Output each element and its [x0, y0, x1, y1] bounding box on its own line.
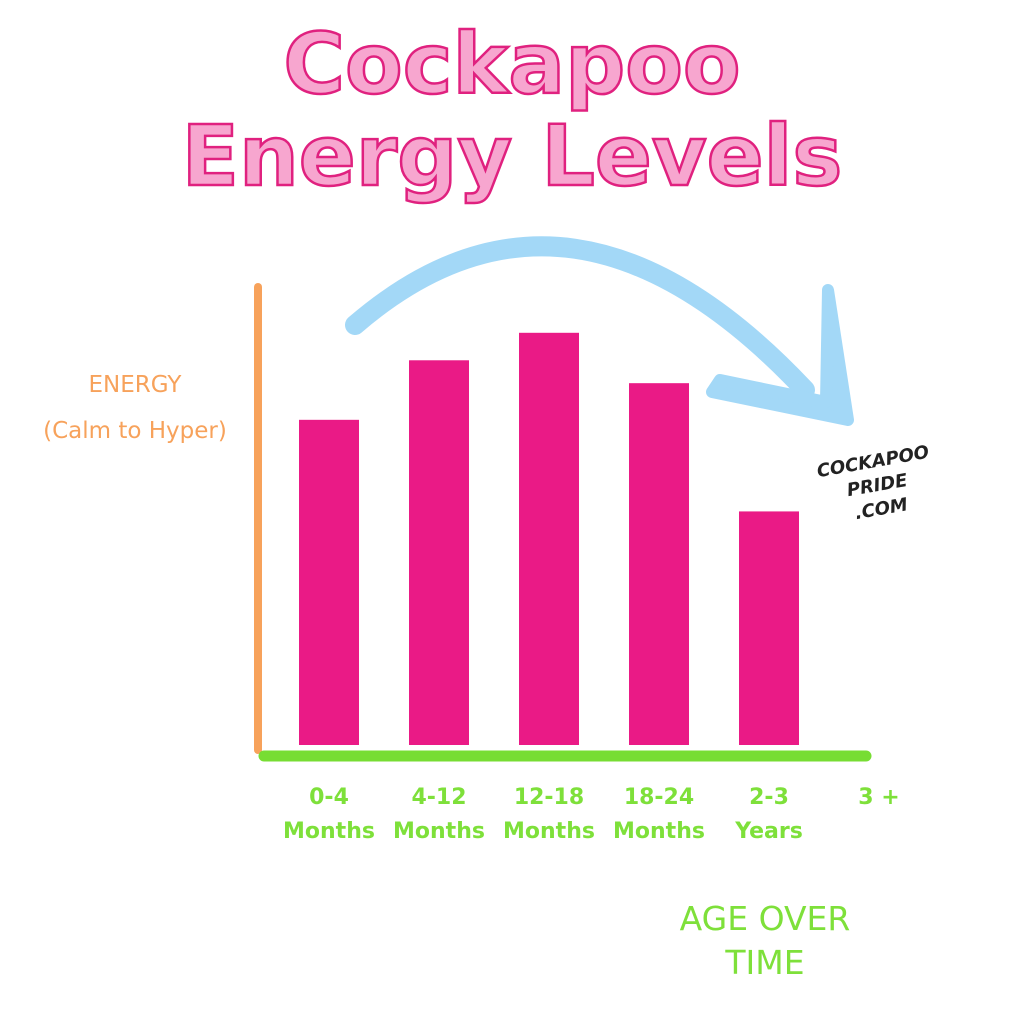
y-axis-label: ENERGY (Calm to Hyper) — [43, 372, 227, 444]
x-tick-label: 2-3 Years — [734, 785, 803, 844]
watermark: COCKAPOOPRIDE.COM — [815, 442, 939, 530]
bar — [519, 332, 579, 745]
trend-arrow — [345, 236, 815, 400]
x-tick-label: 4-12 Months — [393, 785, 485, 844]
bar — [739, 511, 799, 745]
bar — [629, 383, 689, 745]
x-tick-label: 18-24 Months — [613, 785, 705, 844]
x-tick-label: 12-18 Months — [503, 785, 595, 844]
trend-arrowhead — [706, 284, 854, 426]
x-tick-label: 3 + — [858, 785, 899, 810]
chart-title: Cockapoo Energy Levels — [182, 15, 843, 205]
x-tick-label: 0-4 Months — [283, 785, 375, 844]
x-axis-label: AGE OVER TIME — [680, 899, 851, 982]
bar — [299, 419, 359, 745]
bar — [409, 360, 469, 745]
